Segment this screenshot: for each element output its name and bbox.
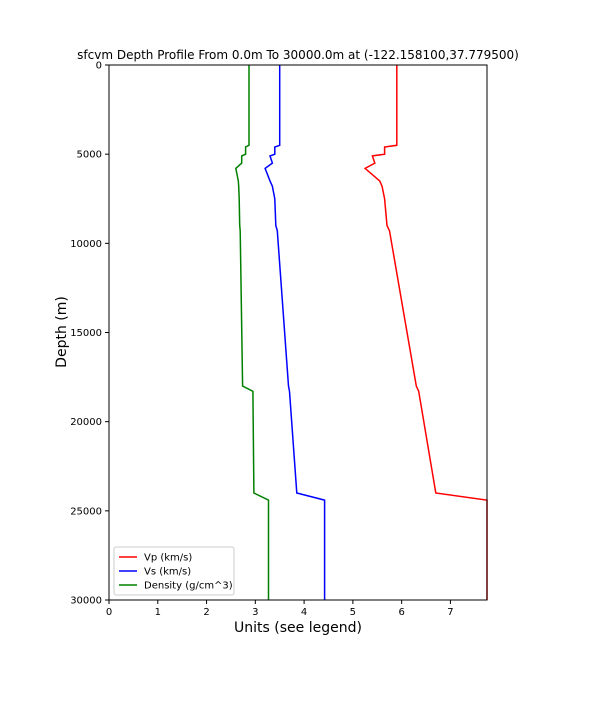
x-tick-label: 4 [301,607,307,618]
legend-label-2: Density (g/cm^3) [144,581,233,592]
y-tick-label: 25000 [70,506,102,517]
legend-box [113,546,235,596]
y-axis: 0 5000 10000 15000 20000 25000 30000 [70,61,109,607]
x-axis-label: Units (see legend) [234,620,362,636]
y-tick-label: 30000 [70,596,102,607]
chart-title: sfcvm Depth Profile From 0.0m To 30000.0… [77,48,519,62]
series-line-0 [363,65,488,600]
x-tick-label: 0 [106,607,112,618]
series-line-2 [234,65,270,600]
x-tick-label: 5 [350,607,356,618]
x-axis: 0 1 2 3 4 5 6 7 [106,600,454,618]
legend-label-0: Vp (km/s) [144,553,192,564]
plot-area [234,65,488,600]
x-tick-label: 1 [155,607,161,618]
x-tick-label: 2 [203,607,209,618]
legend: Vp (km/s) Vs (km/s) Density (g/cm^3) [113,546,235,596]
legend-label-1: Vs (km/s) [144,567,191,578]
x-tick-label: 3 [252,607,258,618]
x-tick-label: 6 [398,607,404,618]
y-tick-label: 0 [96,61,102,72]
y-tick-label: 15000 [70,328,102,339]
x-tick-label: 7 [447,607,453,618]
series-line-1 [264,65,326,600]
y-tick-label: 20000 [70,417,102,428]
y-tick-label: 10000 [70,239,102,250]
y-axis-label: Depth (m) [54,296,70,368]
y-tick-label: 5000 [77,150,102,161]
